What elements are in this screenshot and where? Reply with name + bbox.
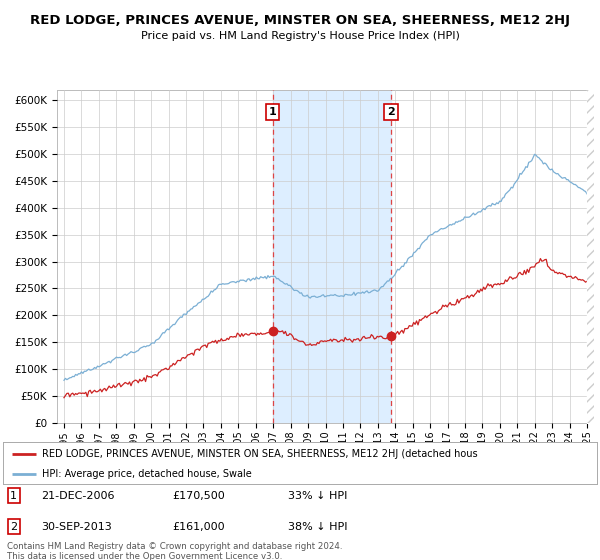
Text: £161,000: £161,000 [172, 522, 225, 531]
Text: 1: 1 [10, 491, 17, 501]
Text: 30-SEP-2013: 30-SEP-2013 [41, 522, 112, 531]
Text: Price paid vs. HM Land Registry's House Price Index (HPI): Price paid vs. HM Land Registry's House … [140, 31, 460, 41]
Bar [272, 90, 391, 423]
Text: 2: 2 [387, 107, 395, 117]
Text: 2: 2 [10, 522, 17, 531]
Text: RED LODGE, PRINCES AVENUE, MINSTER ON SEA, SHEERNESS, ME12 2HJ: RED LODGE, PRINCES AVENUE, MINSTER ON SE… [30, 14, 570, 27]
Text: 38% ↓ HPI: 38% ↓ HPI [288, 522, 347, 531]
Text: 1: 1 [269, 107, 277, 117]
Text: 33% ↓ HPI: 33% ↓ HPI [288, 491, 347, 501]
Text: HPI: Average price, detached house, Swale: HPI: Average price, detached house, Swal… [41, 469, 251, 479]
Text: £170,500: £170,500 [172, 491, 225, 501]
Text: RED LODGE, PRINCES AVENUE, MINSTER ON SEA, SHEERNESS, ME12 2HJ (detached hous: RED LODGE, PRINCES AVENUE, MINSTER ON SE… [41, 449, 477, 459]
Text: Contains HM Land Registry data © Crown copyright and database right 2024.
This d: Contains HM Land Registry data © Crown c… [7, 542, 343, 560]
Text: 21-DEC-2006: 21-DEC-2006 [41, 491, 115, 501]
